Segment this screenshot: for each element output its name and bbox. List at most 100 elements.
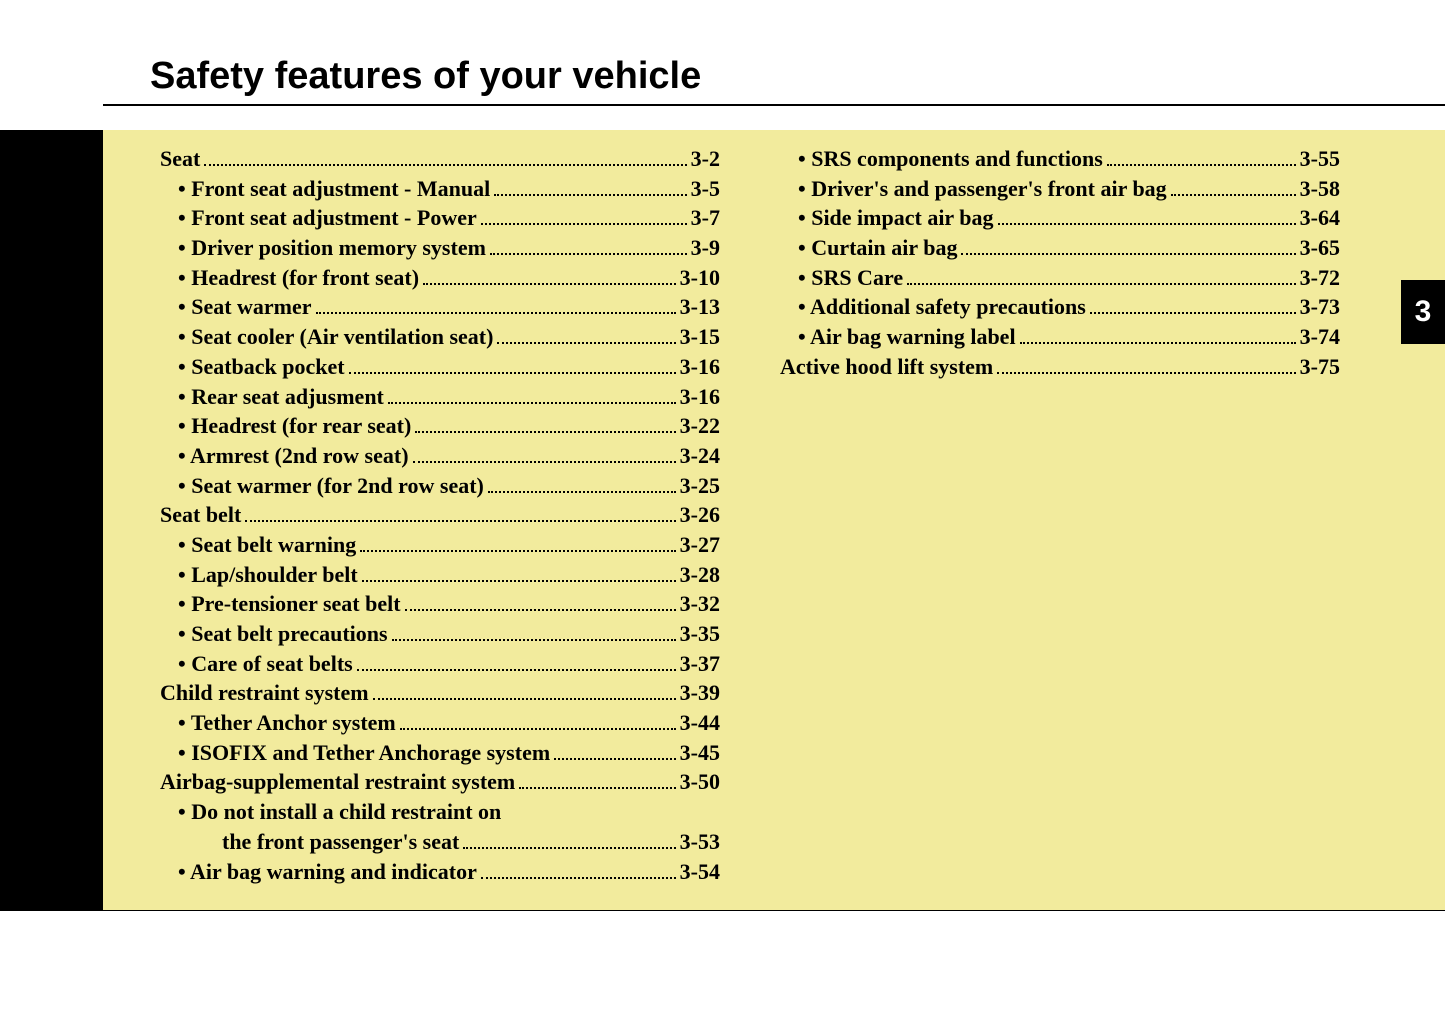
toc-leader-dots (373, 683, 676, 701)
toc-entry-label: Seat belt precautions (178, 619, 388, 649)
toc-entry-label: Additional safety precautions (798, 292, 1086, 322)
toc-leader-dots (357, 653, 676, 671)
toc-entry: Seat3-2 (160, 144, 720, 174)
toc-leader-dots (316, 297, 676, 315)
toc-leader-dots (405, 594, 676, 612)
toc-entry-page: 3-45 (680, 738, 720, 768)
toc-entry-label: Driver position memory system (178, 233, 486, 263)
toc-entry-label: Airbag-supplemental restraint system (160, 767, 515, 797)
toc-leader-dots (1020, 327, 1296, 345)
toc-columns: Seat3-2Front seat adjustment - Manual 3-5… (160, 144, 1340, 886)
toc-entry-page: 3-37 (680, 649, 720, 679)
toc-entry-page: 3-27 (680, 530, 720, 560)
toc-entry-page: 3-58 (1300, 174, 1340, 204)
toc-entry-label: Seat warmer (178, 292, 312, 322)
toc-entry-page: 3-26 (680, 500, 720, 530)
toc-entry-label: Seat warmer (for 2nd row seat) (178, 471, 484, 501)
chapter-tab: 3 (1401, 280, 1445, 344)
toc-leader-dots (554, 742, 676, 760)
toc-entry: Seat warmer (for 2nd row seat) 3-25 (160, 471, 720, 501)
toc-leader-dots (494, 178, 686, 196)
toc-entry-label: Headrest (for rear seat) (178, 411, 411, 441)
toc-leader-dots (360, 534, 675, 552)
toc-entry: Tether Anchor system3-44 (160, 708, 720, 738)
toc-entry-label: Curtain air bag (798, 233, 957, 263)
toc-entry-label: Rear seat adjusment (178, 382, 384, 412)
toc-leader-dots (997, 356, 1295, 374)
toc-entry: Lap/shoulder belt 3-28 (160, 560, 720, 590)
toc-leader-dots (415, 416, 675, 434)
toc-entry-page: 3-13 (680, 292, 720, 322)
toc-leader-dots (481, 861, 676, 879)
toc-entry-page: 3-53 (680, 827, 720, 857)
toc-entry-label: Do not install a child restraint on (178, 797, 501, 827)
toc-entry: Airbag-supplemental restraint system3-50 (160, 767, 720, 797)
toc-entry: Driver position memory system 3-9 (160, 233, 720, 263)
toc-entry-page: 3-74 (1300, 322, 1340, 352)
page: Safety features of your vehicle 3 Seat3-… (0, 0, 1445, 1019)
toc-entry-page: 3-75 (1300, 352, 1340, 382)
toc-entry: Seat belt precautions3-35 (160, 619, 720, 649)
toc-entry-label: ISOFIX and Tether Anchorage system (178, 738, 550, 768)
toc-entry-page: 3-55 (1300, 144, 1340, 174)
bottom-rule (0, 910, 1445, 911)
toc-entry-page: 3-44 (680, 708, 720, 738)
toc-entry: Seat belt 3-26 (160, 500, 720, 530)
toc-entry-label: Air bag warning and indicator (178, 857, 477, 887)
toc-leader-dots (204, 148, 686, 166)
toc-entry: Side impact air bag3-64 (780, 203, 1340, 233)
toc-entry-label: Armrest (2nd row seat) (178, 441, 409, 471)
toc-leader-dots (490, 237, 687, 255)
toc-entry-label: SRS components and functions (798, 144, 1103, 174)
toc-leader-dots (349, 356, 676, 374)
toc-entry-page: 3-24 (680, 441, 720, 471)
toc-leader-dots (463, 831, 675, 849)
toc-leader-dots (392, 623, 676, 641)
toc-entry-page: 3-16 (680, 352, 720, 382)
toc-entry: Additional safety precautions 3-73 (780, 292, 1340, 322)
toc-entry-page: 3-73 (1300, 292, 1340, 322)
left-black-bar (0, 130, 103, 910)
toc-leader-dots (907, 267, 1296, 285)
toc-leader-dots (1171, 178, 1296, 196)
toc-entry-label: Air bag warning label (798, 322, 1016, 352)
title-rule (103, 104, 1445, 106)
toc-entry: SRS Care3-72 (780, 263, 1340, 293)
toc-entry-label: Headrest (for front seat) (178, 263, 419, 293)
toc-entry-page: 3-28 (680, 560, 720, 590)
toc-entry: Armrest (2nd row seat) 3-24 (160, 441, 720, 471)
toc-entry: Care of seat belts3-37 (160, 649, 720, 679)
toc-leader-dots (245, 505, 675, 523)
toc-leader-dots (388, 386, 676, 404)
toc-entry-page: 3-25 (680, 471, 720, 501)
toc-entry: Front seat adjustment - Power3-7 (160, 203, 720, 233)
toc-entry-page: 3-22 (680, 411, 720, 441)
toc-entry-page: 3-9 (691, 233, 720, 263)
toc-entry: Seat cooler (Air ventilation seat) 3-15 (160, 322, 720, 352)
toc-entry-label: Seat belt (160, 500, 241, 530)
toc-entry-label: Seat cooler (Air ventilation seat) (178, 322, 493, 352)
toc-entry-page: 3-32 (680, 589, 720, 619)
toc-entry: Seat belt warning3-27 (160, 530, 720, 560)
toc-entry-page: 3-39 (680, 678, 720, 708)
toc-entry: Headrest (for rear seat) 3-22 (160, 411, 720, 441)
toc-leader-dots (497, 327, 675, 345)
toc-column-2: SRS components and functions3-55Driver's… (780, 144, 1340, 886)
toc-entry: Do not install a child restraint on (160, 797, 720, 827)
toc-entry-page: 3-64 (1300, 203, 1340, 233)
toc-entry-label: Lap/shoulder belt (178, 560, 358, 590)
toc-entry-label: SRS Care (798, 263, 903, 293)
toc-entry: Headrest (for front seat)3-10 (160, 263, 720, 293)
toc-entry: Air bag warning label 3-74 (780, 322, 1340, 352)
toc-leader-dots (362, 564, 676, 582)
toc-entry-label: Front seat adjustment - Power (178, 203, 477, 233)
toc-leader-dots (961, 237, 1295, 255)
toc-entry-label: Active hood lift system (780, 352, 993, 382)
toc-entry-page: 3-5 (691, 174, 720, 204)
toc-entry: Active hood lift system 3-75 (780, 352, 1340, 382)
toc-entry: Air bag warning and indicator3-54 (160, 857, 720, 887)
toc-entry: ISOFIX and Tether Anchorage system 3-45 (160, 738, 720, 768)
toc-leader-dots (1107, 148, 1296, 166)
toc-entry-page: 3-15 (680, 322, 720, 352)
toc-entry-label: Front seat adjustment - Manual (178, 174, 490, 204)
